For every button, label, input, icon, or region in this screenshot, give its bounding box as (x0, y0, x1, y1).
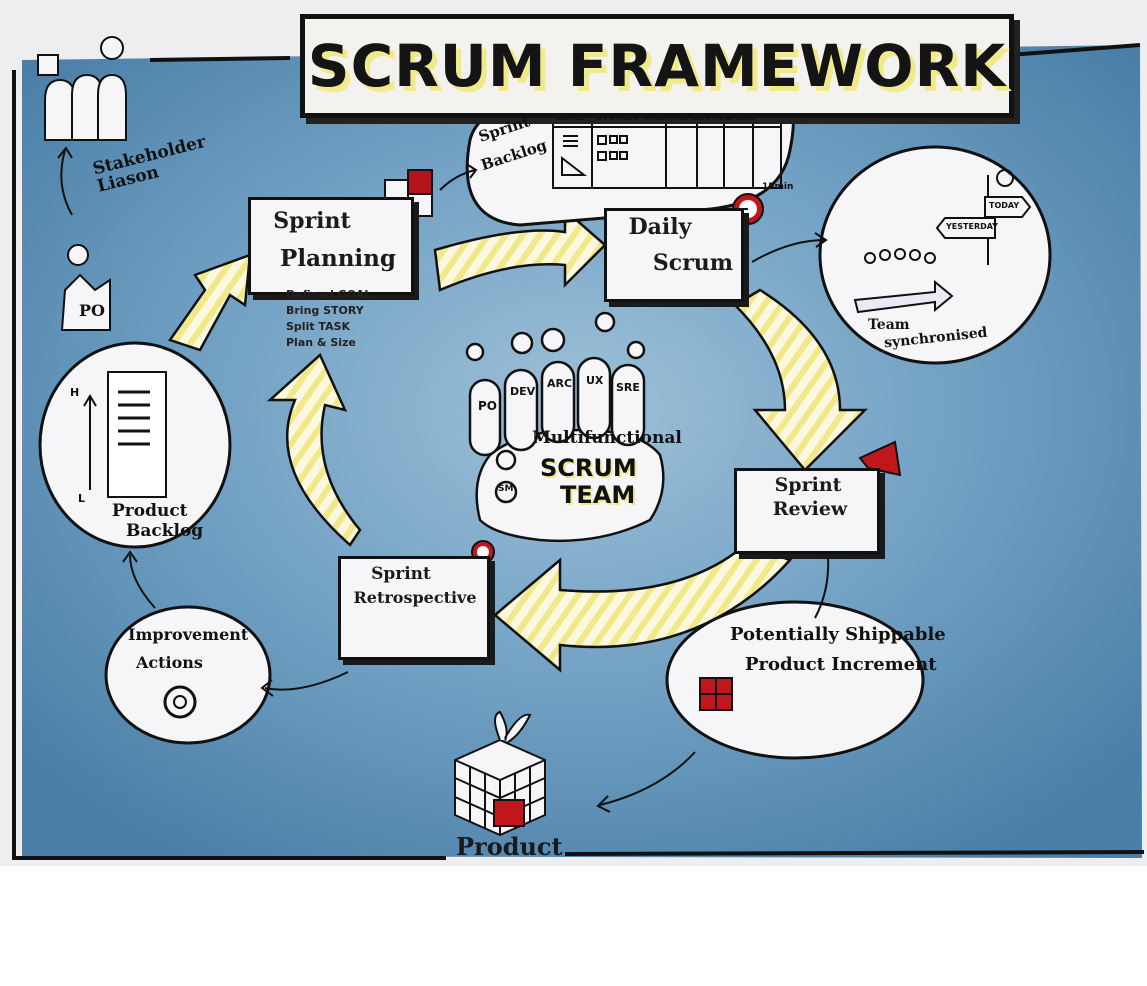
role-arc: ARC (547, 377, 573, 390)
scrum-framework-board: SCRUM FRAMEWORK Stakeholder Liason PO H … (0, 0, 1147, 866)
sign-today-label: TODAY (989, 201, 1020, 210)
product-backlog-label-line1: Product (112, 501, 188, 521)
megaphone-icon (858, 440, 902, 477)
sprint-planning-title-line1: Sprint (273, 208, 351, 234)
page-title: SCRUM FRAMEWORK (307, 32, 1007, 100)
sprint-review-title-line2: Review (772, 498, 848, 520)
gear-icon (163, 685, 197, 719)
arrow-planning-to-daily (433, 207, 607, 292)
retrospective-title-line1: Sprint (371, 564, 431, 584)
backlog-col-task: TASK (643, 113, 669, 123)
daily-scrum-title-line1: Daily (628, 214, 692, 240)
po-label: PO (79, 301, 105, 320)
product-label: Product (456, 832, 563, 861)
role-sre: SRE (616, 381, 640, 394)
scrum-team-illustration (465, 311, 665, 543)
stakeholder-figures (37, 36, 127, 141)
role-sm: SM (498, 484, 514, 494)
diagram-canvas (0, 0, 1147, 866)
backlog-col-stories: STORIES (596, 113, 640, 123)
product-backlog-label-line2: Backlog (126, 521, 204, 541)
increment-label-line2: Product Increment (745, 654, 937, 675)
backlog-col-goal: GOAL (556, 113, 584, 123)
checklist-item: Defined GOAL (286, 288, 372, 301)
sprint-planning-box (248, 197, 414, 295)
backlog-col-done: DONE (726, 113, 755, 123)
product-cube (454, 710, 546, 837)
increment-label-line1: Potentially Shippable (730, 624, 946, 645)
arrow-retro-to-planning (266, 352, 362, 547)
arrow-daily-to-review (732, 288, 869, 472)
role-po: PO (478, 399, 497, 413)
arrow-planning-to-backlog (439, 169, 476, 191)
sprint-backlog-table (552, 109, 782, 189)
scrum-team-label-line1: Multifunctional (532, 428, 682, 448)
sign-yesterday (935, 217, 996, 239)
checklist-item: Plan & Size (286, 336, 356, 349)
sprint-retrospective-box (338, 556, 490, 660)
sign-yesterday-label: YESTERDAY (946, 222, 998, 231)
daily-scrum-box (604, 208, 744, 302)
sprint-review-title-line1: Sprint (774, 474, 842, 496)
increment-bubble (665, 600, 925, 760)
team-sync-illustration (853, 169, 1014, 314)
role-dev: DEV (510, 385, 536, 398)
sprint-planning-title-line2: Planning (280, 245, 396, 272)
backlog-axis-low: L (78, 492, 86, 505)
retrospective-title-line2: Retrospective (353, 588, 477, 607)
title-banner: SCRUM FRAMEWORK (300, 14, 1014, 118)
improvement-label-line1: Improvement (128, 625, 249, 644)
po-figure (60, 244, 111, 331)
backlog-col-todo: TODO (669, 113, 698, 123)
backlog-col-doing: DOING (697, 113, 731, 123)
improvement-bubble (104, 605, 272, 745)
daily-scrum-duration: 15min (762, 182, 794, 192)
team-sync-label-line1: Team (868, 317, 910, 333)
checklist-item: Bring STORY (286, 304, 364, 317)
backlog-axis-high: H (70, 386, 80, 399)
daily-scrum-title-line2: Scrum (652, 250, 734, 276)
improvement-label-line2: Actions (136, 653, 203, 672)
arrow-po-to-planning (168, 253, 252, 352)
scrum-team-label-line2: SCRUM (540, 454, 637, 482)
sprint-review-box (734, 468, 880, 554)
sign-today (984, 196, 1032, 218)
role-ux: UX (586, 374, 604, 387)
scrum-team-label-line3: TEAM (560, 481, 636, 509)
checklist-item: Split TASK (286, 320, 351, 333)
